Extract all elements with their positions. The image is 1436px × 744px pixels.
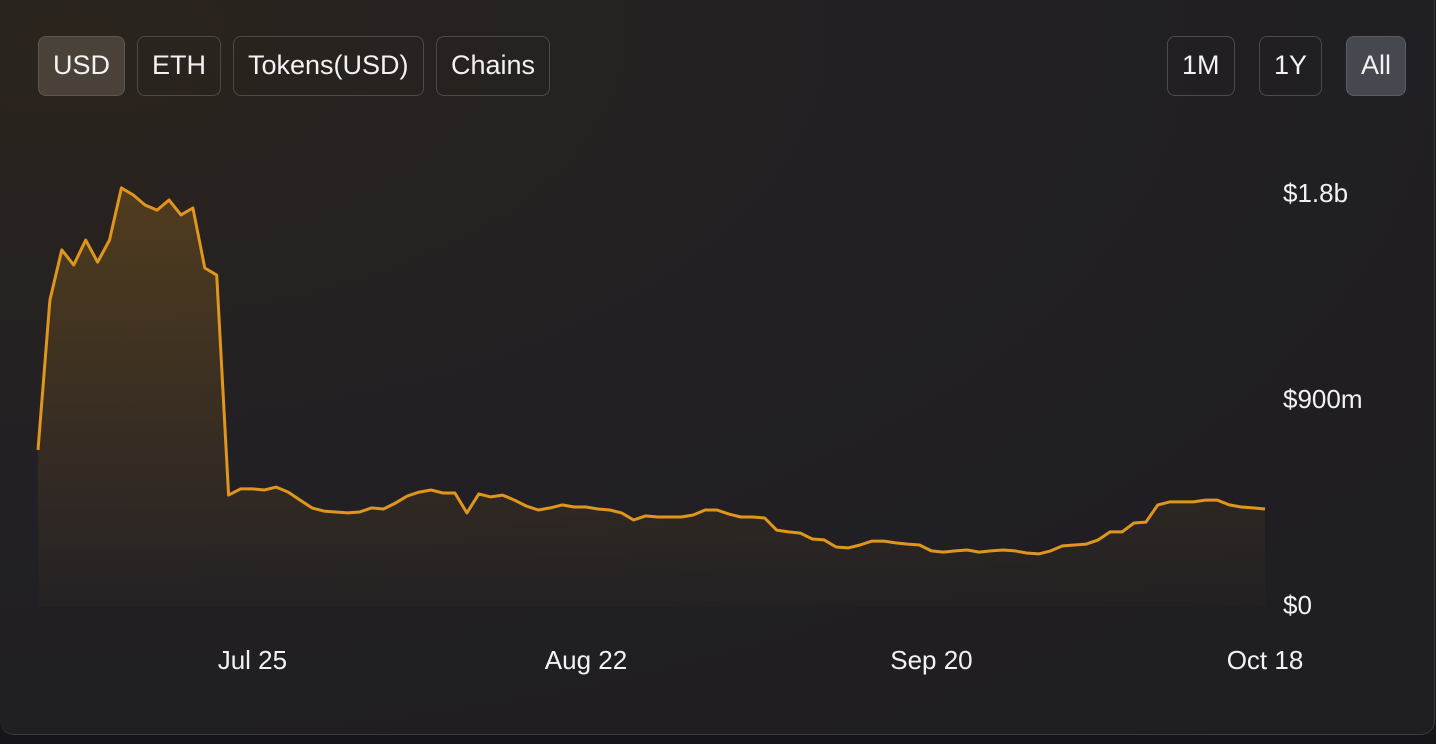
y-tick-label: $0 [1283,590,1312,620]
x-tick-label: Sep 20 [890,645,972,675]
x-tick-label: Jul 25 [218,645,287,675]
toggle-button[interactable]: 1Y [1259,36,1323,96]
toggle-button[interactable]: 1M [1167,36,1235,96]
line [36,186,1266,556]
toggle-button[interactable]: Chains [436,36,551,96]
toggle-button[interactable]: USD [38,36,126,96]
toggle-button[interactable]: All [1346,36,1407,96]
y-tick-label: $1.8b [1283,178,1348,208]
y-tick-label: $900m [1283,384,1363,414]
toggle-button[interactable]: Tokens(USD) [233,36,424,96]
x-tick-label: Oct 18 [1227,645,1304,675]
x-tick-label: Aug 22 [545,645,627,675]
toggle-button[interactable]: ETH [137,36,221,96]
area-fill [38,187,1265,607]
